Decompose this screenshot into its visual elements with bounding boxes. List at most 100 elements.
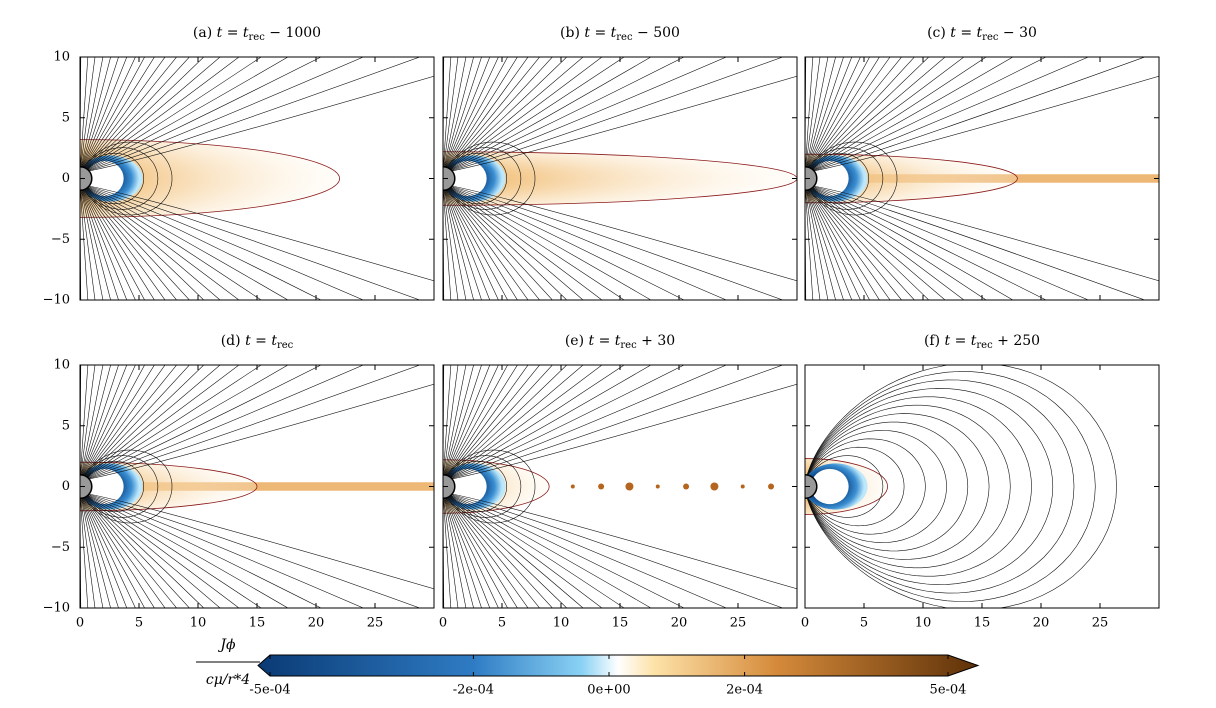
open-field-line — [80, 57, 177, 173]
open-field-line — [80, 492, 145, 608]
open-field-line — [805, 184, 821, 300]
open-field-line — [80, 184, 221, 300]
open-field-line — [443, 184, 529, 300]
open-field-line — [80, 365, 136, 481]
open-field-line — [80, 57, 421, 173]
open-field-line — [443, 492, 728, 608]
x-tick-label: 5 — [498, 616, 506, 631]
open-field-line — [443, 365, 529, 481]
open-field-line — [443, 184, 467, 300]
open-field-line — [443, 365, 474, 481]
open-field-line — [80, 57, 289, 173]
field-line — [805, 421, 969, 552]
open-field-line — [443, 57, 499, 173]
plot-area — [443, 57, 797, 300]
colorbar-label: Jϕ cμ/r*4 — [196, 637, 260, 688]
open-field-line — [80, 365, 190, 481]
open-field-line — [805, 57, 1090, 173]
open-field-line — [443, 492, 459, 608]
open-field-line — [805, 184, 965, 300]
open-field-line — [443, 184, 452, 300]
open-field-line — [805, 57, 844, 173]
x-tick-label: 5 — [135, 616, 143, 631]
open-field-line — [80, 365, 205, 481]
open-field-line — [443, 492, 603, 608]
open-field-line — [80, 492, 89, 608]
panel: (d) t = trec 0 5 10 15 20 25 −10 −5 0 5 10 — [43, 333, 435, 631]
open-field-line — [80, 57, 155, 173]
open-field-line — [805, 184, 1047, 300]
y-tick-label: 0 — [62, 479, 70, 494]
field-line — [805, 365, 1117, 608]
x-tick-label: 20 — [308, 616, 325, 631]
star — [80, 165, 93, 192]
open-field-line — [805, 57, 1047, 173]
open-field-line — [80, 492, 365, 608]
open-field-line — [805, 184, 946, 300]
colorbar-tick-label: -5e-04 — [249, 683, 290, 698]
field-line — [80, 449, 173, 524]
open-field-line — [443, 184, 553, 300]
open-field-line — [80, 57, 119, 173]
open-field-line — [80, 57, 145, 173]
open-field-line — [80, 492, 205, 608]
open-field-line — [80, 492, 96, 608]
open-field-line — [80, 492, 289, 608]
open-field-line — [805, 57, 821, 173]
current-sheet — [80, 139, 340, 218]
open-field-line — [443, 57, 508, 173]
open-field-line — [805, 57, 836, 173]
x-tick-label: 20 — [671, 616, 688, 631]
open-field-line — [443, 57, 625, 173]
open-field-line — [443, 365, 499, 481]
open-field-line — [80, 365, 240, 481]
x-tick-label: 25 — [730, 616, 747, 631]
open-field-line — [443, 184, 568, 300]
open-field-line — [80, 492, 166, 608]
colorbar-numerator: Jϕ — [217, 637, 236, 653]
x-tick-label: 15 — [249, 616, 266, 631]
open-field-line — [805, 57, 902, 173]
open-field-line — [805, 184, 891, 300]
open-field-line — [805, 184, 902, 300]
open-field-line — [443, 492, 685, 608]
open-field-line — [80, 184, 119, 300]
open-field-line — [443, 492, 482, 608]
open-field-line — [80, 184, 205, 300]
colorbar-tick-label: 0e+00 — [587, 683, 630, 698]
open-field-line — [443, 184, 518, 300]
open-field-line — [80, 365, 104, 481]
panel-title: (e) t = trec + 30 — [565, 333, 675, 351]
open-field-line — [80, 184, 421, 300]
open-field-line — [80, 365, 89, 481]
open-field-line — [443, 184, 652, 300]
open-field-line — [805, 57, 870, 173]
open-field-line — [80, 57, 89, 173]
open-field-line — [80, 57, 96, 173]
open-field-line — [80, 57, 240, 173]
open-field-line — [443, 365, 553, 481]
open-field-line — [805, 184, 1146, 300]
open-field-line — [805, 57, 814, 173]
open-field-line — [80, 365, 421, 481]
open-field-line — [80, 365, 119, 481]
open-field-line — [443, 57, 603, 173]
open-field-line — [443, 184, 491, 300]
open-field-line — [443, 57, 784, 173]
field-line — [805, 387, 1054, 586]
panel: (c) t = trec − 30 — [804, 25, 1160, 301]
star — [80, 473, 93, 500]
open-field-line — [805, 184, 870, 300]
open-field-line — [80, 184, 89, 300]
open-field-line — [80, 492, 262, 608]
plasmoid — [625, 482, 634, 491]
open-field-line — [805, 184, 836, 300]
open-field-line — [443, 184, 584, 300]
open-field-line — [443, 184, 728, 300]
open-field-line — [805, 184, 1159, 282]
colorbar — [257, 654, 980, 677]
x-tick-label: 15 — [612, 616, 629, 631]
y-tick-label: −5 — [51, 232, 70, 247]
open-field-line — [443, 492, 499, 608]
